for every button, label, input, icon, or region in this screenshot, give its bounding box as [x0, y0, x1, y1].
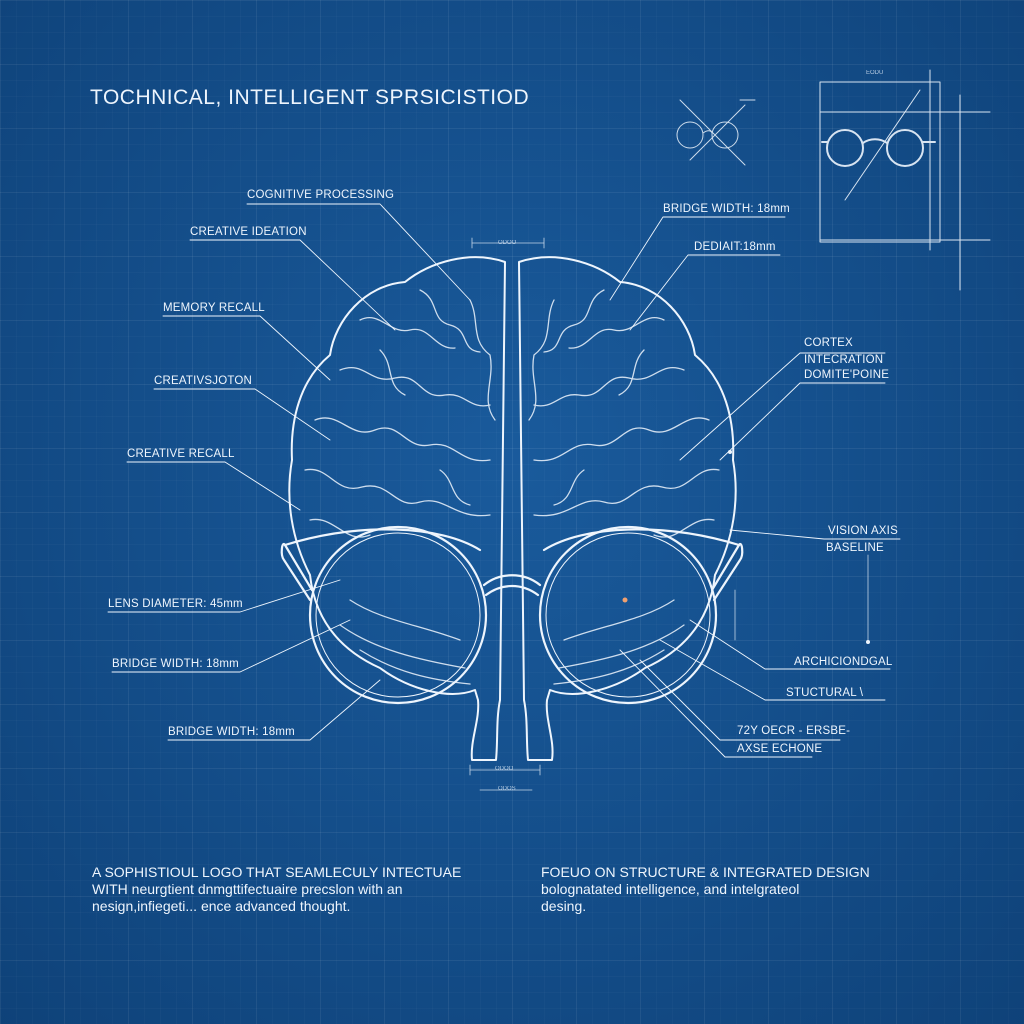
label-bridge-width-2: BRIDGE WIDTH: 18mm — [168, 726, 295, 738]
dimension-text-base: ODOS — [498, 786, 516, 792]
leader-lines-right — [609, 216, 901, 758]
footer-right-line-1: FOEUO ON STRUCTURE & INTEGRATED DESIGN — [541, 864, 870, 880]
dimension-text-bottom: ODOO — [495, 766, 514, 772]
eyeglasses — [280, 525, 744, 705]
footer-right-line-2: bolognatated intelligence, and intelgrat… — [541, 881, 800, 897]
label-memory-recall: MEMORY RECALL — [163, 302, 265, 314]
glasses-sketch-large — [819, 69, 991, 291]
label-cognitive-processing: COGNITIVE PROCESSING — [247, 189, 395, 201]
label-lens-diameter: LENS DIAMETER: 45mm — [108, 598, 243, 610]
focus-point — [622, 597, 628, 603]
footer-right-line-3: desing. — [541, 898, 587, 914]
label-creative-motion: CREATIVSJOTON — [154, 375, 253, 387]
label-integration: INTECRATION — [804, 354, 884, 366]
page-title: TOCHNICAL, INTELLIGENT SPRSICISTIOD — [90, 86, 530, 109]
label-cortex: CORTEX — [804, 337, 853, 349]
label-dedial: DEDIAIT:18mm — [694, 241, 776, 253]
label-structural: STUCTURAL \ — [786, 687, 864, 699]
label-bridge-width-right: BRIDGE WIDTH: 18mm — [663, 203, 790, 215]
footer-left-line-3: nesign,infiegeti... ence advanced though… — [92, 898, 351, 914]
footer-right-text: FOEUO ON STRUCTURE & INTEGRATED DESIGN b… — [541, 864, 870, 915]
footer-left-line-2: WITH neurgtient dnmgttifectuaire precslo… — [92, 881, 403, 897]
dimension-text-sketch: EODU — [866, 70, 884, 76]
dimension-text-top: ODOO — [498, 240, 517, 246]
brain-left-hemisphere — [288, 256, 506, 761]
label-axis-echo: AXSE ECHONE — [737, 743, 823, 755]
label-creative-ideation: CREATIVE IDEATION — [190, 226, 307, 238]
leader-lines-left — [107, 203, 471, 741]
label-architectural: ARCHICIONDGAL — [794, 656, 893, 668]
label-vision-axis: VISION AXIS — [828, 525, 898, 537]
footer-left-line-1: A SOPHISTIOUL LOGO THAT SEAMLECULY INTEC… — [92, 864, 462, 880]
left-gyri — [304, 289, 496, 685]
right-gyri — [528, 289, 720, 685]
dimension-lines — [469, 237, 869, 791]
label-bridge-width-1: BRIDGE WIDTH: 18mm — [112, 658, 239, 670]
brain-right-hemisphere — [518, 256, 737, 761]
glasses-sketch-small — [676, 99, 756, 166]
label-baseline: BASELINE — [826, 542, 884, 554]
label-eye-check: 72Y OECR - ERSBE- — [737, 725, 851, 737]
label-domite-point: DOMITE'POINE — [804, 369, 890, 381]
footer-left-text: A SOPHISTIOUL LOGO THAT SEAMLECULY INTEC… — [92, 864, 461, 915]
label-creative-recall: CREATIVE RECALL — [127, 448, 235, 460]
